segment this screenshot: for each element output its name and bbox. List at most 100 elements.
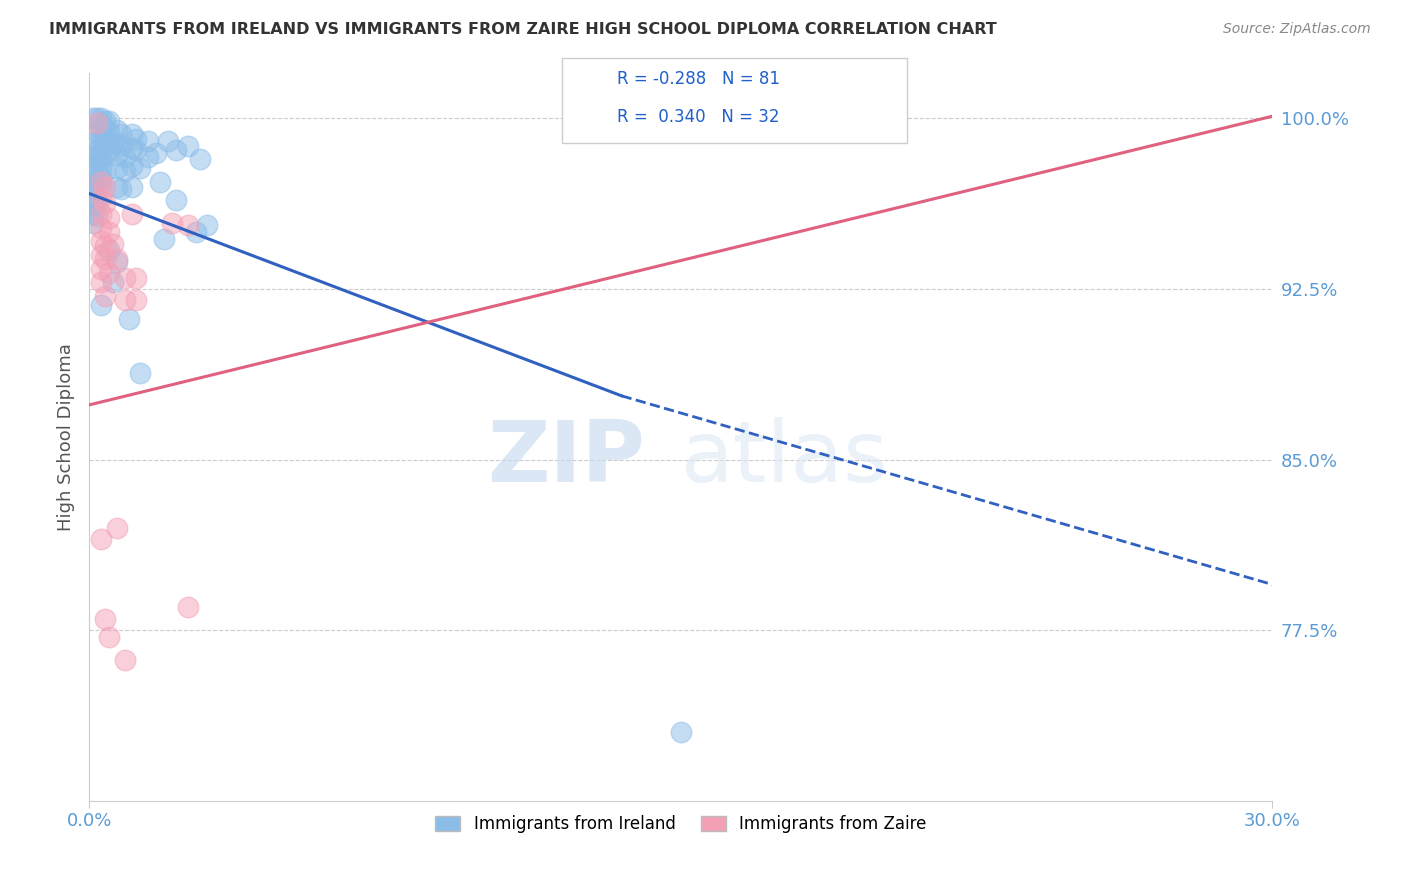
Point (90, 261, 112, 276)
Point (153, 232, 176, 246)
Point (90, 275, 112, 289)
Point (90, 132, 112, 146)
Point (188, 153, 211, 167)
Point (105, 161, 128, 176)
Point (86, 143, 108, 157)
Text: R =  0.340   N = 32: R = 0.340 N = 32 (617, 108, 780, 126)
Point (94, 113, 117, 128)
Point (121, 207, 143, 221)
Point (90, 141, 112, 155)
Text: IMMIGRANTS FROM IRELAND VS IMMIGRANTS FROM ZAIRE HIGH SCHOOL DIPLOMA CORRELATION: IMMIGRANTS FROM IRELAND VS IMMIGRANTS FR… (49, 22, 997, 37)
Text: ZIP: ZIP (488, 417, 645, 500)
Point (82, 161, 104, 176)
Point (94, 120, 117, 135)
Point (114, 150, 136, 164)
Point (97, 211, 120, 226)
Point (86, 191, 108, 205)
Point (94, 289, 117, 303)
Point (160, 216, 183, 230)
Point (90, 532, 112, 546)
Point (121, 128, 143, 142)
Point (97, 125, 120, 139)
Point (97, 244, 120, 258)
Point (165, 143, 187, 157)
Point (90, 175, 112, 189)
Point (94, 239, 117, 253)
Legend: Immigrants from Ireland, Immigrants from Zaire: Immigrants from Ireland, Immigrants from… (429, 808, 934, 839)
Point (121, 179, 143, 194)
Point (110, 138, 132, 153)
Point (136, 134, 159, 148)
Point (149, 175, 172, 189)
Point (94, 138, 117, 153)
Point (86, 153, 108, 167)
Point (94, 612, 117, 626)
Point (176, 138, 198, 153)
Point (82, 179, 104, 194)
Point (97, 266, 120, 280)
Point (82, 170, 104, 185)
Point (105, 521, 128, 535)
Point (90, 234, 112, 248)
Y-axis label: High School Diploma: High School Diploma (58, 343, 75, 531)
Point (90, 298, 112, 312)
Point (90, 112, 112, 126)
Point (86, 209, 108, 223)
Point (105, 254, 128, 268)
Point (86, 195, 108, 210)
Point (105, 148, 128, 162)
Text: R = -0.288   N = 81: R = -0.288 N = 81 (617, 70, 780, 88)
Point (90, 178, 112, 192)
Point (669, 725, 692, 739)
Point (101, 236, 124, 251)
Point (86, 173, 108, 187)
Point (105, 123, 128, 137)
Point (145, 145, 167, 160)
Point (97, 134, 120, 148)
Point (82, 216, 104, 230)
Point (114, 293, 136, 308)
Point (90, 220, 112, 235)
Point (105, 136, 128, 151)
Point (101, 275, 124, 289)
Point (97, 113, 120, 128)
Point (114, 163, 136, 178)
Point (117, 311, 139, 326)
Point (94, 195, 117, 210)
Point (129, 366, 152, 380)
Point (97, 630, 120, 644)
Point (121, 141, 143, 155)
Point (184, 225, 207, 239)
Point (114, 270, 136, 285)
Point (165, 194, 187, 208)
Point (136, 150, 159, 164)
Point (90, 248, 112, 262)
Point (90, 191, 112, 205)
Point (129, 161, 152, 176)
Point (82, 207, 104, 221)
Text: atlas: atlas (681, 417, 889, 500)
Point (105, 252, 128, 267)
Point (86, 116, 108, 130)
Text: Source: ZipAtlas.com: Source: ZipAtlas.com (1223, 22, 1371, 37)
Point (114, 652, 136, 666)
Point (97, 225, 120, 239)
Point (176, 219, 198, 233)
Point (86, 159, 108, 173)
Point (97, 143, 120, 157)
Point (90, 161, 112, 176)
Point (125, 270, 148, 285)
Point (82, 112, 104, 126)
Point (86, 134, 108, 148)
Point (125, 143, 148, 157)
Point (90, 123, 112, 137)
Point (82, 198, 104, 212)
Point (82, 150, 104, 164)
Point (125, 293, 148, 308)
Point (125, 132, 148, 146)
Point (110, 182, 132, 196)
Point (86, 125, 108, 139)
Point (110, 128, 132, 142)
Point (94, 148, 117, 162)
Point (94, 129, 117, 144)
